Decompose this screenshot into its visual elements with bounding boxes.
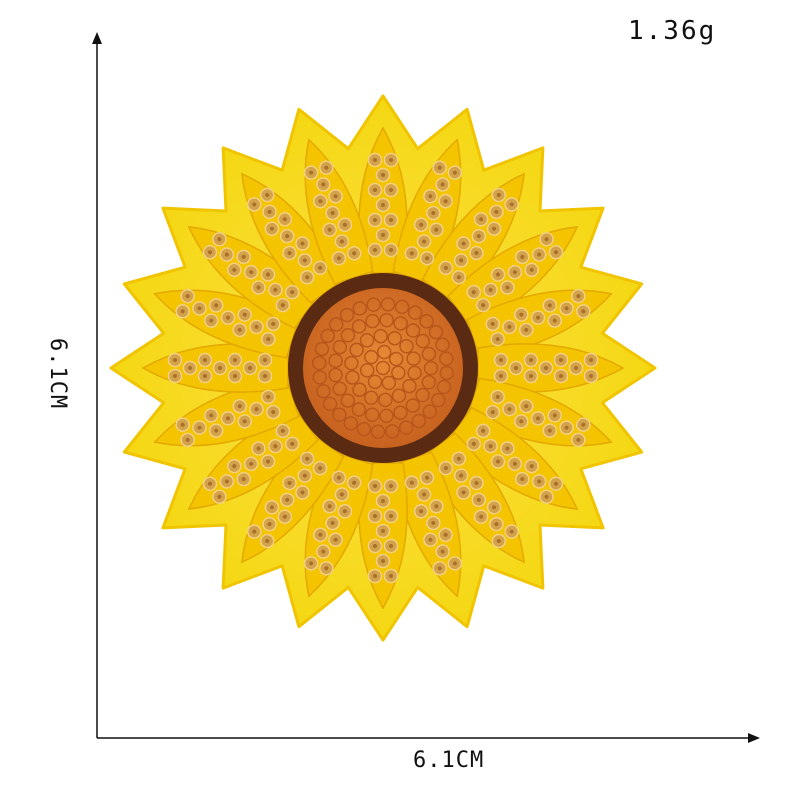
center-sequin bbox=[421, 346, 437, 362]
center-sequin bbox=[393, 316, 408, 331]
center-sequin bbox=[379, 312, 394, 328]
center-sequin bbox=[332, 407, 347, 423]
center-sequin bbox=[322, 396, 338, 412]
center-sequin bbox=[332, 339, 348, 355]
weight-label: 1.36g bbox=[628, 16, 717, 46]
center-sequin bbox=[356, 421, 372, 437]
petal-sequins bbox=[367, 152, 399, 258]
petal-sequins bbox=[303, 470, 362, 576]
center-sequin bbox=[328, 367, 343, 383]
center-sequin bbox=[359, 333, 375, 348]
petal-sequins bbox=[175, 389, 281, 448]
petal-sequins bbox=[485, 389, 591, 448]
center-sequin bbox=[340, 393, 355, 408]
petal-sequins bbox=[175, 288, 281, 347]
center-sequin bbox=[379, 408, 394, 424]
center-sequin bbox=[407, 365, 422, 381]
petal-sequins bbox=[485, 288, 591, 347]
petal-sequins bbox=[466, 232, 564, 313]
center-sequin bbox=[365, 313, 380, 329]
center-sequin bbox=[316, 383, 331, 399]
center-sequin bbox=[339, 307, 355, 323]
center-sequin bbox=[422, 404, 438, 419]
petal-sequins bbox=[438, 451, 519, 549]
petal-sequins bbox=[247, 451, 328, 549]
center-sequin bbox=[364, 407, 380, 423]
center-sequin bbox=[391, 365, 406, 380]
center-sequin bbox=[431, 392, 446, 408]
center-sequin bbox=[328, 353, 343, 368]
petal-sequins bbox=[493, 352, 599, 384]
center-sequin bbox=[436, 379, 452, 395]
flower-center bbox=[303, 288, 463, 448]
center-sequin bbox=[351, 402, 367, 417]
center-sequin bbox=[359, 363, 375, 378]
center-sequin bbox=[439, 351, 454, 366]
center-sequin bbox=[388, 351, 404, 367]
center-sequin bbox=[375, 360, 391, 376]
center-sequin bbox=[376, 344, 392, 360]
center-sequin bbox=[393, 405, 408, 420]
center-sequin bbox=[380, 296, 396, 312]
petal-sequins bbox=[438, 187, 519, 285]
center-sequin bbox=[394, 299, 410, 315]
center-sequin bbox=[332, 381, 347, 396]
center-sequin bbox=[352, 301, 368, 316]
center-sequin bbox=[402, 378, 417, 394]
center-sequin bbox=[351, 319, 367, 334]
center-sequin bbox=[340, 328, 356, 343]
center-sequin bbox=[428, 324, 444, 340]
center-sequin bbox=[391, 388, 407, 403]
center-sequin bbox=[378, 392, 393, 408]
center-sequin bbox=[312, 370, 327, 385]
center-sequin bbox=[320, 328, 335, 344]
petal-sequins bbox=[367, 478, 399, 584]
center-sequin bbox=[364, 390, 379, 406]
center-sequin bbox=[328, 317, 344, 332]
center-sequin bbox=[405, 323, 421, 338]
petal-sequins bbox=[247, 187, 328, 285]
petal-sequins bbox=[202, 232, 300, 313]
center-sequin bbox=[423, 360, 439, 376]
center-sequin bbox=[385, 424, 400, 439]
center-sequin bbox=[345, 370, 360, 385]
center-sequin bbox=[343, 416, 359, 431]
center-sequin bbox=[349, 342, 364, 358]
center-sequin bbox=[344, 355, 359, 371]
center-sequin bbox=[435, 337, 450, 353]
center-sequin bbox=[439, 365, 455, 381]
center-sequin bbox=[370, 424, 386, 440]
center-sequin bbox=[411, 413, 427, 429]
petal-sequins bbox=[167, 352, 273, 384]
height-dimension-label: 6.1CM bbox=[45, 338, 70, 410]
center-sequin bbox=[364, 349, 379, 365]
petal-sequins bbox=[466, 423, 564, 504]
center-sequin bbox=[415, 333, 430, 349]
center-sequin bbox=[421, 375, 437, 390]
center-sequin bbox=[366, 297, 381, 312]
center-sequin bbox=[415, 387, 430, 403]
center-sequin bbox=[419, 313, 434, 329]
center-sequin bbox=[405, 398, 421, 413]
petal-sequins bbox=[404, 160, 463, 266]
center-sequin bbox=[406, 351, 421, 366]
petal-sequins bbox=[303, 160, 362, 266]
center-sequin bbox=[381, 375, 397, 391]
center-sequin bbox=[398, 420, 414, 435]
petal-sequins bbox=[404, 470, 463, 576]
center-sequin bbox=[367, 374, 383, 390]
center-sequin bbox=[387, 330, 402, 346]
petal-sequins bbox=[202, 423, 300, 504]
center-sequin bbox=[373, 328, 388, 344]
center-sequin bbox=[352, 382, 367, 397]
width-dimension-label: 6.1CM bbox=[413, 748, 485, 773]
center-sequin bbox=[399, 339, 414, 354]
center-sequin bbox=[407, 305, 423, 320]
center-sequin bbox=[314, 341, 330, 357]
center-sequin bbox=[311, 355, 327, 371]
